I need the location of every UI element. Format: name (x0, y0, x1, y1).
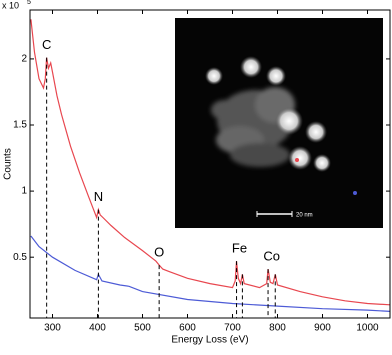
x-tick-label: 700 (224, 323, 241, 334)
y-tick-label: 1 (21, 186, 27, 197)
x-tick-label: 1000 (356, 323, 379, 334)
x-tick-label: 500 (134, 323, 151, 334)
x-tick-label: 900 (314, 323, 331, 334)
red-marker (295, 158, 299, 162)
x-tick-label: 800 (269, 323, 286, 334)
x-tick-label: 600 (179, 323, 196, 334)
y-multiplier: x 10 (2, 0, 19, 10)
edge-label: C (42, 37, 51, 52)
edge-label: O (154, 245, 164, 260)
y-tick-label: 1.5 (13, 120, 27, 131)
scale-bar-label: 20 nm (296, 213, 313, 219)
x-tick-label: 300 (44, 323, 61, 334)
plot-frame (29, 9, 391, 319)
x-axis-label: Energy Loss (eV) (171, 335, 248, 346)
inset-image: 20 nm (175, 18, 383, 228)
y-axis-label: Counts (3, 148, 14, 180)
edge-label: Co (263, 249, 280, 264)
edge-label: Fe (232, 241, 247, 256)
plot: 300 400 500 600 700 800 900 1000 0.5 1 1.5 2 C N O Fe Co (13, 9, 391, 334)
y-tick-label: 0.5 (13, 252, 27, 263)
x-tick-label: 400 (89, 323, 106, 334)
series-line (30, 235, 391, 312)
y-multiplier-exponent: 5 (27, 0, 31, 6)
y-tick-label: 2 (21, 54, 27, 65)
series-line (30, 19, 391, 306)
inset-texture (211, 87, 295, 167)
blue-marker (353, 191, 357, 195)
edge-label: N (94, 189, 103, 204)
